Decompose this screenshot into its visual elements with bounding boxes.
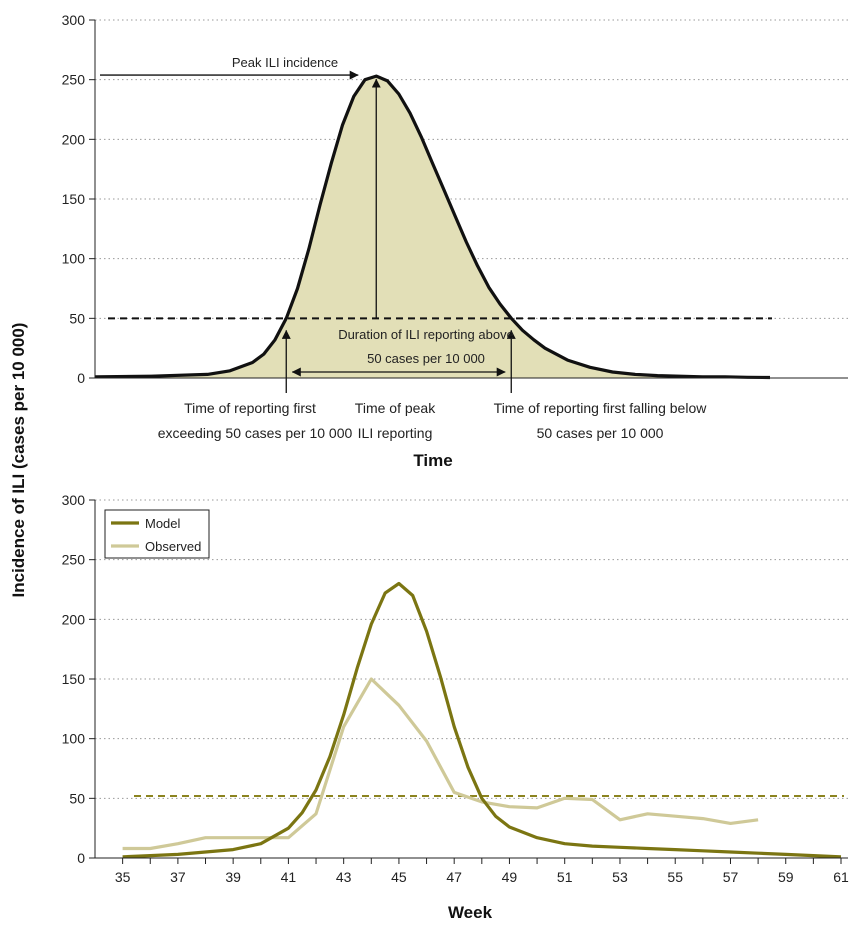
top-y-tick-label: 150 (62, 191, 86, 207)
bottom-x-tick-label: 57 (723, 869, 739, 885)
top-y-tick-label: 0 (77, 370, 85, 386)
bottom-x-tick-label: 53 (612, 869, 628, 885)
bottom-x-tick-label: 51 (557, 869, 573, 885)
duration-label-line1: Duration of ILI reporting above (338, 327, 514, 342)
bottom-x-tick-label: 37 (170, 869, 186, 885)
top-y-tick-label: 200 (62, 131, 86, 147)
top-curve-line (94, 74, 771, 380)
fall-below-label-line1: Time of reporting first falling below (494, 400, 708, 416)
legend: Model Observed (104, 509, 210, 559)
bottom-x-tick-label: 59 (778, 869, 794, 885)
bottom-x-tick-label: 55 (667, 869, 683, 885)
fall-below-label-line2: 50 cases per 10 000 (537, 425, 664, 441)
duration-label-line2: 50 cases per 10 000 (367, 351, 485, 366)
bottom-y-tick-label: 150 (62, 671, 86, 687)
series-observed-line (122, 677, 759, 851)
top-y-tick-label: 250 (62, 72, 86, 88)
top-y-ticks: 0 50 100 150 200 250 300 (62, 12, 95, 386)
bottom-x-tick-label: 35 (115, 869, 131, 885)
bottom-y-ticks: 0 50 100 150 200 250 300 (62, 492, 95, 866)
first-exceed-label-line2: exceeding 50 cases per 10 000 (158, 425, 353, 441)
bottom-x-axis-title: Week (448, 903, 493, 922)
legend-observed-label: Observed (145, 539, 201, 554)
bottom-x-tick-label: 47 (446, 869, 462, 885)
bottom-x-tick-label: 39 (225, 869, 241, 885)
bottom-y-tick-label: 0 (77, 850, 85, 866)
bottom-y-tick-label: 50 (69, 790, 85, 806)
top-chart: 0 50 100 150 200 250 300 Peak ILI incidence Du… (62, 12, 848, 470)
bottom-y-tick-label: 250 (62, 552, 86, 568)
bottom-x-tick-label: 43 (336, 869, 352, 885)
bottom-x-tick-label: 41 (281, 869, 297, 885)
y-axis-title: Incidence of ILI (cases per 10 000) (9, 323, 28, 598)
top-y-tick-label: 100 (62, 251, 86, 267)
top-y-tick-label: 300 (62, 12, 86, 28)
bottom-x-ticks: 35 37 39 41 43 45 47 49 51 53 55 57 59 61 (115, 858, 849, 885)
top-y-tick-label: 50 (69, 310, 85, 326)
top-x-axis-title: Time (413, 451, 452, 470)
bottom-y-tick-label: 300 (62, 492, 86, 508)
peak-time-label-line1: Time of peak (355, 400, 436, 416)
bottom-x-tick-label: 49 (502, 869, 518, 885)
legend-model-label: Model (145, 516, 181, 531)
bottom-chart: 0 50 100 150 200 250 300 35 37 39 41 43 45 47 49 51 53 5… (62, 492, 849, 922)
series-model-line (122, 581, 842, 859)
legend-box (104, 509, 210, 559)
peak-incidence-label: Peak ILI incidence (232, 55, 338, 70)
bottom-x-tick-label: 45 (391, 869, 407, 885)
top-curve-area (95, 76, 770, 378)
first-exceed-label-line1: Time of reporting first (184, 400, 316, 416)
bottom-y-tick-label: 100 (62, 731, 86, 747)
bottom-y-tick-label: 200 (62, 611, 86, 627)
bottom-x-tick-label: 61 (833, 869, 849, 885)
peak-time-label-line2: ILI reporting (358, 425, 433, 441)
